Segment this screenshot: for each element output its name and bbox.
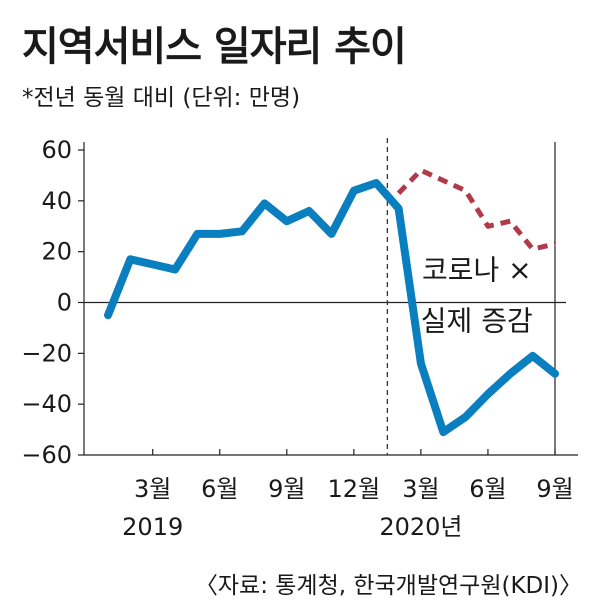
y-tick-label: 60 (41, 136, 72, 164)
x-tick-label: 9월 (536, 475, 573, 503)
source-note: 〈자료: 통계청, 한국개발연구원(KDI)〉 (195, 566, 582, 600)
chart-labels: 60 40 20 0 −20 −40 −60 3월 6월 9월 12월 3월 6월 9월 2019 2020년… (21, 136, 573, 541)
chart-series (108, 170, 555, 432)
year-label: 2019 (122, 513, 183, 541)
y-tick-label: −60 (21, 441, 72, 469)
x-tick-label: 9월 (268, 475, 305, 503)
y-tick-label: −40 (21, 390, 72, 418)
x-tick-label: 3월 (402, 475, 439, 503)
chart-axes (78, 138, 578, 455)
year-label: 2020년 (379, 513, 462, 541)
y-tick-label: 40 (41, 187, 72, 215)
series-line-counterfactual (399, 170, 555, 249)
y-tick-label: 0 (57, 289, 72, 317)
x-tick-label: 6월 (201, 475, 238, 503)
y-tick-label: −20 (21, 339, 72, 367)
y-tick-label: 20 (41, 238, 72, 266)
x-tick-label: 3월 (134, 475, 171, 503)
annotation-label: 실제 증감 (421, 304, 533, 337)
x-tick-label: 12월 (328, 475, 381, 503)
x-tick-label: 6월 (469, 475, 506, 503)
annotation-label: 코로나 × (422, 254, 532, 287)
